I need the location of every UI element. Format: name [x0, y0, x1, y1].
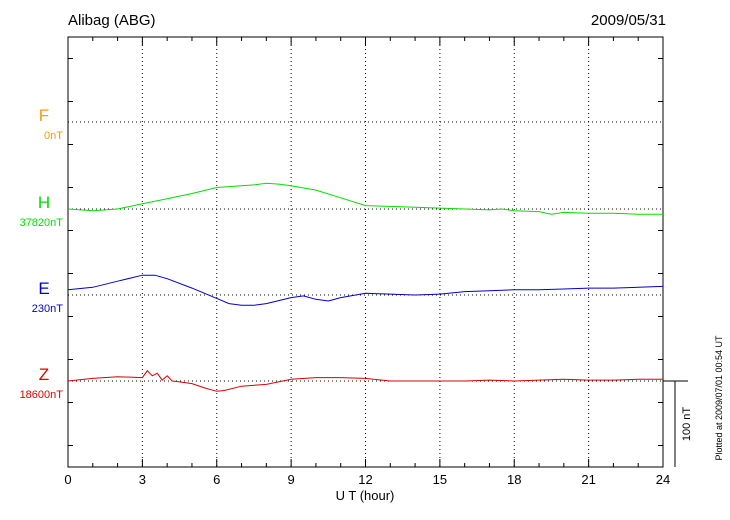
x-tick-label: 6 [213, 472, 220, 487]
plotted-note: Plotted at 2009/07/01 00:54 UT [714, 335, 724, 461]
series-name-h: H [38, 193, 50, 212]
x-tick-label: 12 [358, 472, 372, 487]
x-ticks: 0 3 6 9 12 15 18 21 24 [64, 37, 670, 487]
grid [68, 37, 663, 467]
traces [67, 182, 664, 392]
chart-date: 2009/05/31 [591, 12, 666, 29]
x-tick-label: 3 [139, 472, 146, 487]
x-tick-label: 15 [433, 472, 447, 487]
series-baseline-z: 18600nT [20, 389, 64, 401]
x-tick-label: 18 [507, 472, 521, 487]
x-tick-label: 21 [581, 472, 595, 487]
trace-h [67, 182, 663, 215]
x-tick-label: 24 [656, 472, 670, 487]
series-name-e: E [38, 279, 49, 298]
series-name-z: Z [39, 365, 49, 384]
series-baseline-f: 0nT [44, 130, 63, 142]
x-tick-label: 0 [64, 472, 71, 487]
scale-bar-label: 100 nT [681, 407, 693, 442]
chart-title: Alibag (ABG) [68, 12, 156, 29]
x-axis-label: U T (hour) [336, 488, 395, 503]
series-labels: F 0nT H 37820nT E 230nT Z 18600nT [20, 106, 64, 401]
series-name-f: F [39, 106, 49, 125]
series-baseline-h: 37820nT [20, 217, 64, 229]
series-baseline-e: 230nT [32, 303, 63, 315]
trace-e [67, 274, 664, 306]
x-tick-label: 9 [288, 472, 295, 487]
trace-z [67, 369, 663, 392]
